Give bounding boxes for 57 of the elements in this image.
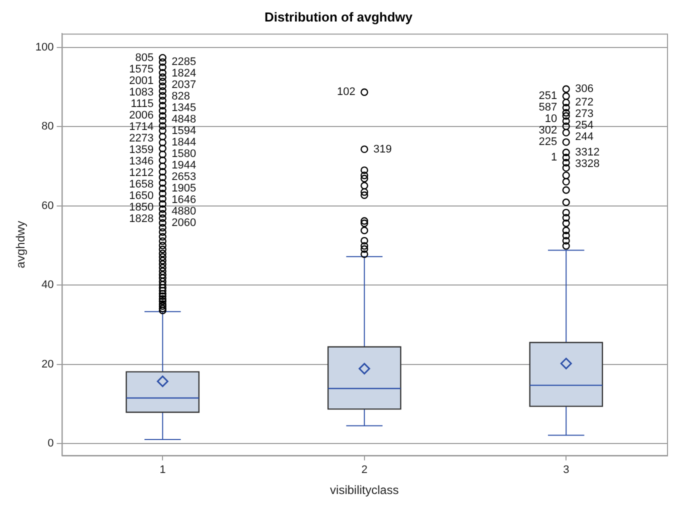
annotation: 1850 xyxy=(129,201,154,214)
annotation: 306 xyxy=(575,83,594,96)
annotation: 251 xyxy=(538,90,558,102)
annotation: 10 xyxy=(544,113,558,126)
annotation: 1824 xyxy=(172,68,196,80)
annotation: 1575 xyxy=(129,63,154,76)
annotation: 1650 xyxy=(129,190,154,202)
annotation: 225 xyxy=(538,136,558,148)
annotation: 102 xyxy=(337,86,356,98)
chart-title: Distribution of avghdwy xyxy=(264,9,414,24)
y-tick-label: 0 xyxy=(48,438,54,450)
annotation: 1714 xyxy=(129,120,154,133)
annotation: 1115 xyxy=(130,98,154,110)
y-axis-title: avghdwy xyxy=(14,220,28,268)
annotation: 1905 xyxy=(172,182,196,195)
annotation: 587 xyxy=(538,102,558,114)
x-tick-label: 1 xyxy=(160,464,166,476)
annotation: 805 xyxy=(135,52,154,64)
annotation: 3328 xyxy=(575,158,600,170)
y-tick-label: 20 xyxy=(42,358,54,370)
annotation: 2653 xyxy=(172,171,196,184)
annotation: 273 xyxy=(575,108,594,120)
annotation: 828 xyxy=(172,90,190,103)
annotation: 1212 xyxy=(129,166,154,179)
annotation: 2001 xyxy=(129,74,154,87)
annotation: 2273 xyxy=(129,132,154,144)
annotation: 2060 xyxy=(172,217,196,230)
y-tick-label: 60 xyxy=(42,200,54,212)
x-tick-label: 2 xyxy=(361,464,368,476)
annotation: 272 xyxy=(575,96,594,109)
annotation: 1658 xyxy=(129,178,154,190)
annotation: 319 xyxy=(373,143,392,156)
annotation: 244 xyxy=(575,131,594,144)
annotation: 1345 xyxy=(172,102,196,114)
annotation: 254 xyxy=(575,120,594,132)
annotation: 1844 xyxy=(172,136,196,149)
y-tick-label: 100 xyxy=(35,41,54,54)
x-axis-title: visibilityclass xyxy=(330,483,399,498)
annotation: 4848 xyxy=(172,114,196,126)
annotation: 2006 xyxy=(129,109,154,122)
annotation: 1346 xyxy=(129,155,154,168)
annotation: 302 xyxy=(538,124,558,137)
annotation: 4880 xyxy=(172,206,196,218)
y-tick-label: 80 xyxy=(42,120,54,133)
annotation: 1594 xyxy=(172,125,196,138)
annotation: 1083 xyxy=(129,86,154,98)
y-tick-label: 40 xyxy=(42,279,54,292)
annotation: 1828 xyxy=(129,212,154,225)
annotation: 3312 xyxy=(575,146,600,158)
annotation: 1944 xyxy=(172,160,196,172)
annotation: 1580 xyxy=(172,148,196,160)
annotation: 1646 xyxy=(172,194,196,206)
x-tick-label: 3 xyxy=(563,464,570,476)
annotation: 1359 xyxy=(129,144,154,156)
annotation: 2285 xyxy=(172,56,196,68)
annotation: 2037 xyxy=(172,79,196,92)
annotation: 1 xyxy=(551,152,558,164)
